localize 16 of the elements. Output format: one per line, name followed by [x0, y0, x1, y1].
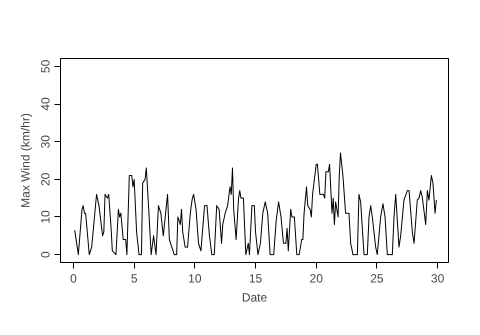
x-tick-label: 5	[130, 272, 138, 286]
x-tick-label: 15	[248, 272, 263, 286]
y-tick-label: 10	[38, 210, 52, 224]
x-tick-label: 30	[430, 272, 445, 286]
y-tick-label: 20	[38, 172, 52, 186]
x-tick-label: 10	[188, 272, 202, 286]
y-axis-title: Max Wind (km/hr)	[18, 113, 32, 208]
y-tick-label: 40	[38, 97, 52, 111]
x-tick-label: 20	[310, 272, 324, 286]
y-tick-label: 50	[38, 59, 52, 74]
x-axis-title: Date	[242, 290, 268, 304]
x-tick-label: 25	[370, 272, 384, 286]
x-tick-label: 0	[70, 272, 78, 286]
y-tick-label: 30	[38, 134, 52, 148]
line-series	[74, 152, 437, 256]
y-tick-label: 0	[38, 250, 52, 258]
